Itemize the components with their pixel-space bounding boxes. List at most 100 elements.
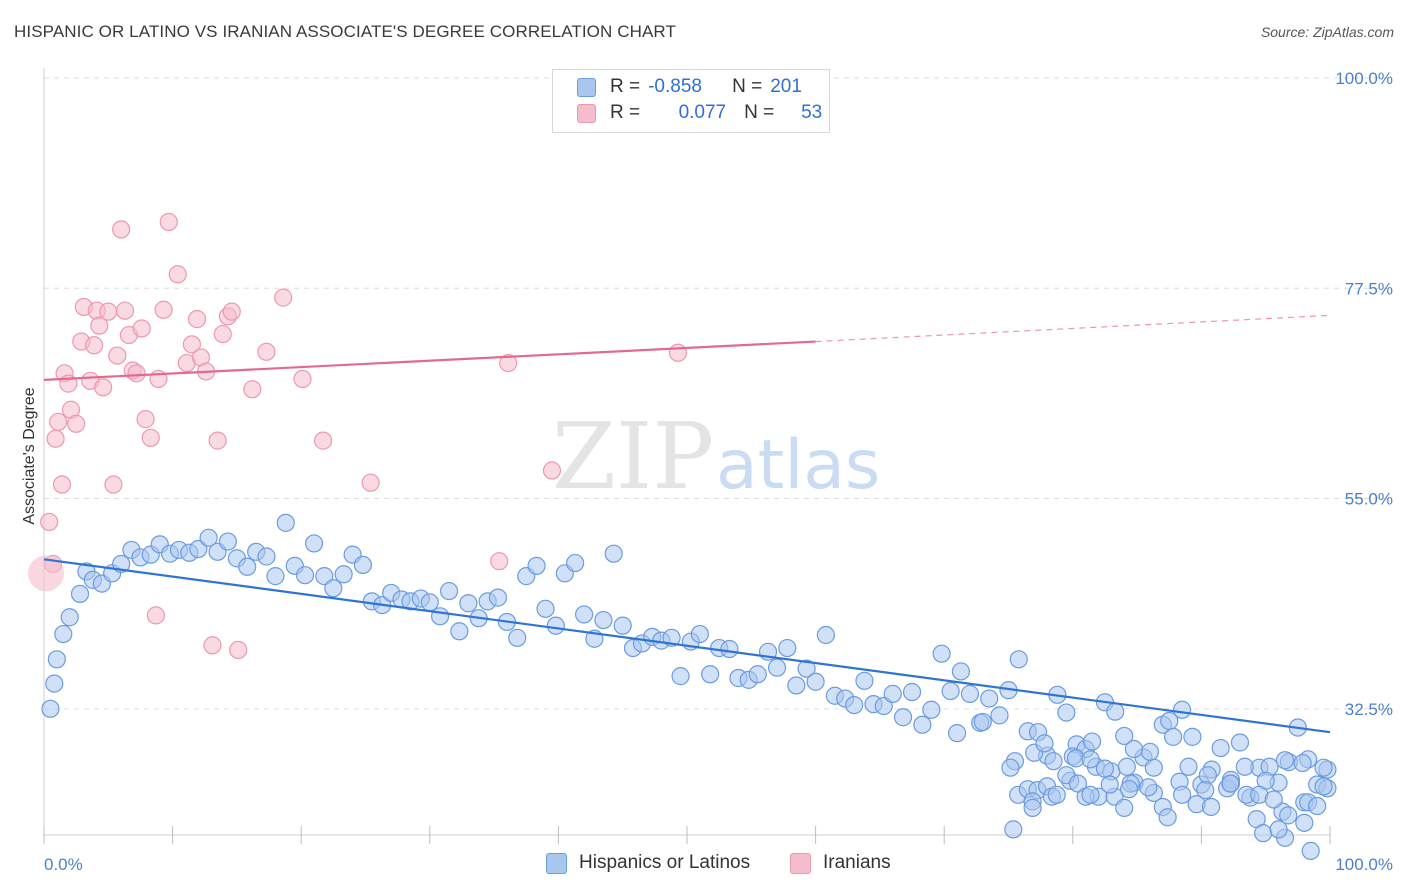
iranian-point (490, 552, 509, 571)
hispanic-point (1198, 766, 1217, 785)
hispanic-point (1119, 780, 1139, 799)
hispanic-point (1057, 703, 1076, 722)
hispanic-point (54, 624, 73, 644)
iranian-point (46, 429, 65, 448)
hispanic-point (488, 588, 508, 607)
iranian-point (115, 301, 135, 320)
hispanic-point (806, 672, 825, 691)
hispanic-point (947, 724, 967, 743)
y-tick-label: 55.0% (1345, 490, 1393, 509)
iranian-point (104, 475, 123, 494)
hispanic-point (1081, 750, 1100, 769)
iranian-point (222, 302, 241, 321)
iranian-point (127, 364, 146, 383)
iranian-point (313, 431, 333, 450)
x-tick-label-min: 0.0% (44, 855, 83, 874)
hispanic-point (594, 610, 613, 630)
hispanic-point (266, 567, 285, 586)
hispanic-point (1196, 781, 1215, 800)
y-tick-label: 32.5% (1345, 700, 1393, 719)
legend-row-iranians: R = 0.077 N = 53 (577, 101, 822, 125)
hispanic-point (1301, 841, 1320, 860)
hispanic-point (604, 544, 623, 563)
iranian-point (274, 288, 293, 307)
hispanic-point (1004, 820, 1023, 839)
hispanic-point (748, 665, 767, 684)
hispanic-point (913, 715, 932, 734)
hispanic-point (199, 528, 218, 547)
hispanic-point (1183, 727, 1202, 746)
iranian-point (668, 343, 688, 362)
legend-r-value: 0.077 (678, 102, 727, 123)
hispanic-point (60, 608, 79, 627)
hispanic-point (41, 699, 60, 718)
hispanic-point (1235, 757, 1254, 776)
legend-n-value: 201 (770, 76, 802, 97)
correlation-legend: R = -0.858 N = 201 R = 0.077 N = 53 (552, 69, 830, 133)
iranian-point (136, 410, 155, 429)
iranian-point (203, 636, 222, 655)
iranian-point (361, 473, 380, 492)
y-tick-label: 100.0% (1335, 69, 1393, 88)
hispanic-point (1044, 752, 1063, 771)
hispanic-point (1115, 798, 1134, 817)
hispanic-point (439, 581, 459, 601)
iranian-point (85, 336, 104, 355)
hispanic-point (315, 567, 334, 586)
hispanic-point (701, 665, 720, 684)
series-legend-hispanics: Hispanics or Latinos (546, 852, 750, 874)
series-legend: Hispanics or Latinos Iranians (0, 852, 1406, 878)
hispanic-point (845, 695, 864, 715)
iranian-point (112, 220, 131, 239)
hispanic-point (767, 658, 787, 677)
hispanic-point (951, 662, 971, 681)
hispanic-point (334, 565, 353, 584)
watermark: ZIP atlas (552, 403, 880, 510)
hispanic-point (1279, 806, 1298, 825)
series-label-iranians: Iranians (823, 852, 891, 873)
series-legend-iranians: Iranians (790, 852, 891, 874)
hispanic-point (1264, 790, 1283, 809)
hispanic-point (1295, 813, 1314, 832)
hispanic-point (671, 667, 690, 686)
hispanic-point (1144, 758, 1163, 777)
hispanic-point (1201, 797, 1221, 817)
hispanic-point (450, 622, 469, 641)
hispanic-point (1254, 824, 1273, 843)
iranian-point (67, 414, 86, 433)
watermark-atlas: atlas (716, 426, 880, 505)
iranian-point (187, 310, 207, 329)
hispanic-point (690, 624, 709, 644)
legend-n-label: N = (732, 76, 763, 97)
trend-lines (43, 314, 1331, 734)
iranian-point (159, 212, 178, 232)
hispanic-point (1179, 757, 1198, 776)
hispanic-point (1115, 726, 1134, 746)
hispanic-point (941, 681, 960, 701)
iranian-point (229, 640, 248, 660)
iranian-point (499, 353, 518, 373)
iranian-point (99, 302, 118, 321)
hispanic-point (430, 607, 450, 626)
hispanic-point (575, 605, 594, 624)
hispanic-point (1117, 757, 1136, 776)
hispanic-point (973, 712, 992, 732)
hispanic-point (1314, 758, 1333, 777)
legend-r-label: R = (610, 76, 641, 97)
hispanic-point (1173, 785, 1192, 804)
y-tick-label: 77.5% (1345, 279, 1393, 298)
hispanic-point (324, 579, 343, 598)
hispanic-point (1100, 775, 1119, 794)
iranian-point (293, 369, 312, 389)
hispanic-point (257, 547, 276, 566)
series-swatch-blue (546, 852, 567, 874)
iranian-point (213, 324, 232, 344)
hispanic-point (1221, 774, 1240, 793)
hispanic-point (189, 539, 208, 559)
tick-labels: 32.5% 55.0% 77.5% 100.0% 0.0% 100.0% (44, 69, 1393, 874)
hispanic-point (218, 532, 237, 551)
x-tick-label-max: 100.0% (1335, 855, 1393, 874)
iranian-point (182, 335, 201, 354)
hispanic-point (1275, 751, 1295, 770)
